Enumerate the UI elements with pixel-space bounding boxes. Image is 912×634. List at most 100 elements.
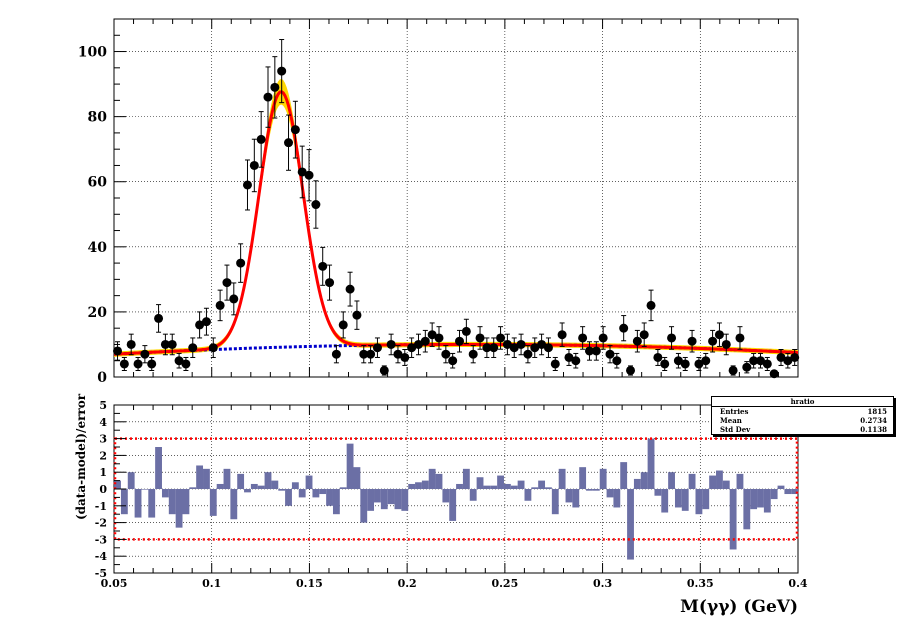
stats-label: Std Dev xyxy=(720,425,751,434)
residual-bar xyxy=(346,443,354,489)
y-tick-label: -1 xyxy=(95,500,107,513)
data-point xyxy=(407,337,417,358)
data-point xyxy=(749,352,759,369)
y-tick-label: -2 xyxy=(95,517,107,530)
x-tick-label: 0.1 xyxy=(202,577,221,590)
residual-bar xyxy=(141,489,149,490)
residual-bar xyxy=(120,489,128,515)
residual-bar xyxy=(155,447,162,489)
data-point xyxy=(413,333,423,356)
stats-row-entries: Entries 1815 xyxy=(712,407,893,416)
data-point xyxy=(201,307,211,336)
data-point xyxy=(701,352,711,369)
fit-panel: 0 20 40 60 80 100 xyxy=(78,18,800,386)
residual-bar xyxy=(257,485,265,489)
y-tick-label: 40 xyxy=(88,240,108,256)
residual-bar xyxy=(401,489,409,511)
data-point xyxy=(222,264,232,301)
data-point xyxy=(728,365,738,376)
data-point xyxy=(331,345,341,364)
data-point xyxy=(755,352,765,369)
residual-bar xyxy=(168,489,176,515)
residual-bar xyxy=(647,438,655,489)
data-point xyxy=(256,111,266,168)
residual-bar xyxy=(223,468,231,489)
data-point xyxy=(263,66,273,128)
y-tick-label: -5 xyxy=(95,567,107,580)
data-point xyxy=(174,352,184,369)
data-point xyxy=(277,39,287,104)
stats-row-mean: Mean 0.2734 xyxy=(712,416,893,425)
residual-bar xyxy=(271,480,279,489)
data-point xyxy=(140,345,150,364)
data-point xyxy=(489,337,499,358)
data-point xyxy=(502,333,512,356)
residual-bar xyxy=(620,462,628,489)
data-point xyxy=(113,341,123,361)
x-axis-label: M(γγ) (GeV) xyxy=(680,597,798,617)
data-point xyxy=(379,365,389,376)
data-point xyxy=(612,352,622,369)
residual-bar xyxy=(442,489,450,503)
fit-y-tick-labels: 0 20 40 60 80 100 xyxy=(78,45,107,386)
data-point xyxy=(455,329,465,353)
data-point xyxy=(769,369,779,379)
data-point xyxy=(229,282,239,316)
residual-bar xyxy=(572,489,580,508)
fit-axis-ticks xyxy=(113,18,799,378)
data-point xyxy=(482,337,492,358)
data-point xyxy=(468,345,478,364)
residual-bar xyxy=(586,489,593,491)
data-point xyxy=(790,349,800,366)
residual-bar xyxy=(729,489,737,550)
residual-bar xyxy=(483,485,491,489)
data-point xyxy=(660,356,670,371)
residual-bar xyxy=(408,483,416,489)
y-axis-label: (data-model)/error xyxy=(74,393,88,520)
residual-bar xyxy=(415,482,422,489)
y-tick-label: 100 xyxy=(78,45,107,61)
data-point xyxy=(154,304,164,333)
data-point xyxy=(126,333,136,356)
residual-bar xyxy=(558,468,566,489)
data-point xyxy=(564,349,574,366)
data-point xyxy=(639,322,649,347)
residual-bar xyxy=(545,487,552,489)
residual-bar xyxy=(264,472,272,489)
y-tick-label: 20 xyxy=(88,305,108,321)
stats-title: hratio xyxy=(712,397,893,407)
data-point xyxy=(400,349,410,366)
data-point xyxy=(687,329,697,353)
residual-bar xyxy=(497,475,504,489)
y-tick-label: 1 xyxy=(99,466,107,479)
data-point xyxy=(434,326,444,350)
stats-value: 0.1138 xyxy=(860,425,887,434)
residual-bar xyxy=(476,477,484,489)
residual-bar xyxy=(757,489,764,508)
residual-bar xyxy=(449,489,457,521)
residual-bar xyxy=(312,489,320,498)
stats-value: 0.2734 xyxy=(860,416,887,425)
x-tick-label: 0.25 xyxy=(491,577,518,590)
residual-bar xyxy=(367,489,375,511)
fit-frame xyxy=(113,18,799,378)
residual-bars xyxy=(114,438,799,560)
residual-bar xyxy=(462,468,470,489)
residual-bar xyxy=(394,489,402,510)
data-point xyxy=(284,114,294,171)
data-point xyxy=(133,356,143,371)
data-points xyxy=(113,39,800,379)
data-point xyxy=(345,271,355,307)
data-point xyxy=(441,345,451,364)
data-point xyxy=(304,149,314,202)
y-tick-label: 2 xyxy=(99,449,107,462)
residual-bar xyxy=(305,475,313,489)
residual-bar xyxy=(592,489,600,491)
residual-bar xyxy=(250,483,258,489)
residual-bar xyxy=(189,487,197,489)
residual-bar xyxy=(770,489,778,500)
residual-bar xyxy=(599,468,607,489)
data-point xyxy=(311,180,321,229)
data-point xyxy=(584,341,594,361)
